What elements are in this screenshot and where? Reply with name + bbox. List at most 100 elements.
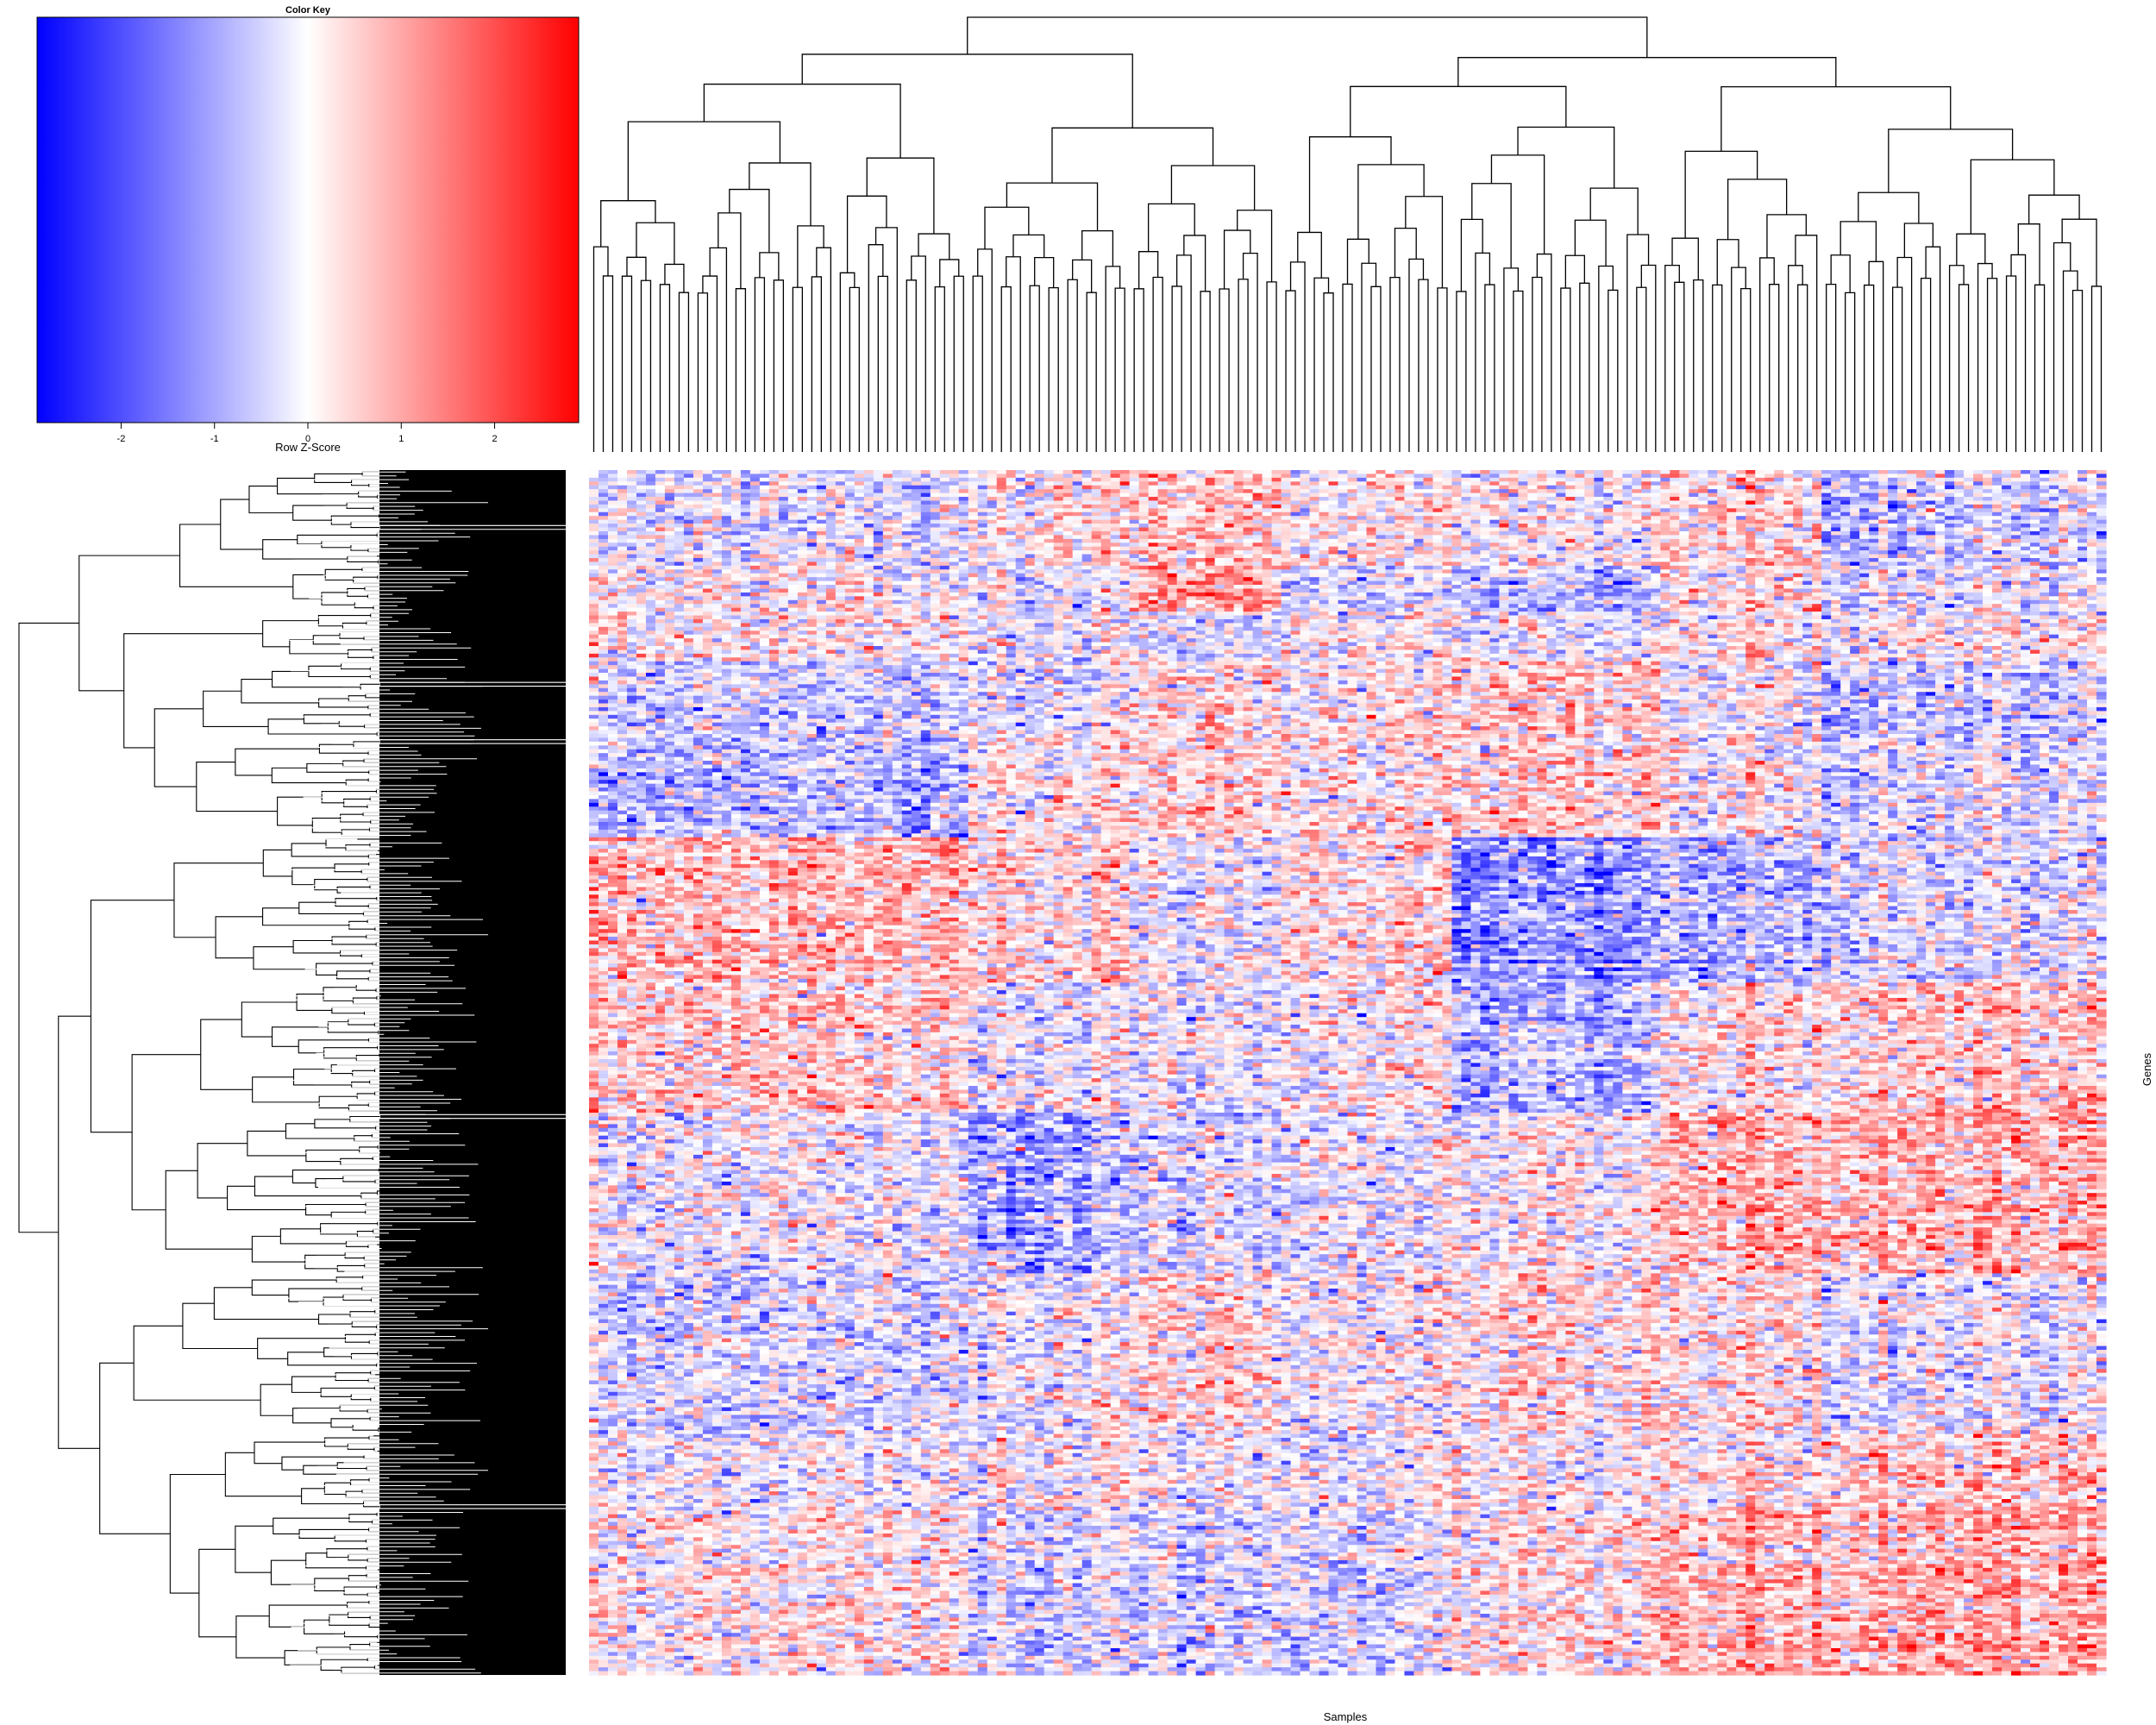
heatmap-cell bbox=[1935, 527, 1946, 532]
heatmap-cell bbox=[1442, 477, 1453, 482]
heatmap-cell bbox=[1224, 524, 1235, 529]
heatmap-cell bbox=[1727, 500, 1737, 505]
heatmap-cell bbox=[996, 489, 1007, 494]
heatmap-cell bbox=[1850, 470, 1860, 475]
heatmap-cell bbox=[1176, 565, 1188, 570]
heatmap-cell bbox=[920, 485, 931, 490]
heatmap-cell bbox=[1584, 519, 1595, 524]
heatmap-cell bbox=[2002, 561, 2012, 567]
heatmap-cell bbox=[1271, 477, 1282, 482]
heatmap-cell bbox=[1442, 470, 1453, 475]
row-dendrogram-branch bbox=[227, 1185, 306, 1211]
heatmap-cell bbox=[1689, 543, 1699, 548]
heatmap-cell bbox=[1821, 565, 1832, 570]
heatmap-cell bbox=[1357, 561, 1368, 567]
heatmap-cell bbox=[1129, 500, 1140, 505]
heatmap-cell bbox=[1062, 554, 1074, 559]
heatmap-cell bbox=[768, 538, 780, 543]
column-dendrogram-branch bbox=[1925, 246, 1941, 452]
heatmap-cell bbox=[1366, 470, 1377, 475]
heatmap-cell bbox=[1243, 524, 1254, 529]
heatmap-cell bbox=[1546, 516, 1557, 521]
heatmap-cell bbox=[2040, 497, 2050, 502]
heatmap-cell bbox=[835, 561, 846, 567]
heatmap-cell bbox=[721, 492, 732, 498]
heatmap-cell bbox=[1404, 554, 1415, 559]
heatmap-cell bbox=[787, 561, 799, 567]
heatmap-cell bbox=[854, 535, 865, 540]
heatmap-cell bbox=[1328, 519, 1339, 524]
heatmap-cell bbox=[2059, 546, 2069, 551]
heatmap-cell bbox=[768, 474, 780, 479]
heatmap-cell bbox=[693, 508, 704, 513]
heatmap-cell bbox=[806, 477, 818, 482]
heatmap-cell bbox=[740, 546, 751, 551]
heatmap-cell bbox=[1489, 519, 1500, 524]
heatmap-cell bbox=[1727, 511, 1737, 517]
heatmap-cell bbox=[1062, 511, 1074, 517]
heatmap-cell bbox=[901, 543, 912, 548]
heatmap-cell bbox=[1831, 546, 1841, 551]
heatmap-cell bbox=[1783, 474, 1794, 479]
heatmap-cell bbox=[1499, 558, 1509, 563]
heatmap-cell bbox=[1233, 519, 1244, 524]
heatmap-cell bbox=[645, 470, 656, 475]
heatmap-cell bbox=[607, 485, 618, 490]
heatmap-cell bbox=[1376, 504, 1387, 509]
heatmap-cell bbox=[1670, 485, 1680, 490]
column-dendrogram-branch bbox=[1788, 265, 1803, 452]
heatmap-cell bbox=[1897, 485, 1908, 490]
heatmap-cell bbox=[1489, 474, 1500, 479]
heatmap-cell bbox=[626, 485, 637, 490]
heatmap-cell bbox=[977, 550, 988, 555]
heatmap-cell bbox=[1698, 492, 1708, 498]
heatmap-cell bbox=[1527, 474, 1538, 479]
heatmap-cell bbox=[589, 508, 599, 513]
heatmap-cell bbox=[1660, 527, 1670, 532]
column-dendrogram-branch bbox=[759, 252, 780, 280]
heatmap-cell bbox=[1489, 554, 1500, 559]
heatmap-cell bbox=[2068, 565, 2078, 570]
heatmap-cell bbox=[920, 519, 931, 524]
heatmap-cell bbox=[1470, 485, 1482, 490]
heatmap-cell bbox=[702, 489, 713, 494]
heatmap-cell bbox=[1812, 504, 1822, 509]
heatmap-cell bbox=[2011, 527, 2021, 532]
heatmap-cell bbox=[1793, 508, 1803, 513]
heatmap-cell bbox=[901, 565, 912, 570]
heatmap-cell bbox=[1148, 481, 1159, 486]
heatmap-cell bbox=[825, 492, 837, 498]
heatmap-cell bbox=[1044, 519, 1055, 524]
heatmap-cell bbox=[1262, 470, 1273, 475]
heatmap-cell bbox=[1072, 527, 1083, 532]
heatmap-cell bbox=[1224, 535, 1235, 540]
heatmap-cell bbox=[693, 516, 704, 521]
heatmap-cell bbox=[1328, 543, 1339, 548]
heatmap-cell bbox=[1727, 550, 1737, 555]
heatmap-cell bbox=[2049, 524, 2059, 529]
heatmap-cell bbox=[1262, 508, 1273, 513]
heatmap-cell bbox=[1983, 492, 1993, 498]
heatmap-cell bbox=[1565, 477, 1576, 482]
heatmap-cell bbox=[1527, 550, 1538, 555]
heatmap-cell bbox=[1603, 535, 1614, 540]
heatmap-cell bbox=[1442, 474, 1453, 479]
heatmap-cell bbox=[1062, 481, 1074, 486]
heatmap-cell bbox=[1651, 538, 1661, 543]
row-dendrogram-branch bbox=[203, 690, 269, 727]
heatmap-cell bbox=[1489, 516, 1500, 521]
heatmap-cell bbox=[930, 524, 941, 529]
heatmap-cell bbox=[711, 561, 723, 567]
heatmap-cell bbox=[1451, 477, 1463, 482]
heatmap-cell bbox=[892, 500, 903, 505]
heatmap-cell bbox=[1907, 554, 1917, 559]
heatmap-cell bbox=[1224, 474, 1235, 479]
heatmap-cell bbox=[1745, 527, 1756, 532]
heatmap-cell bbox=[1821, 489, 1832, 494]
row-dendrogram-branch bbox=[198, 1548, 236, 1638]
heatmap-cell bbox=[1802, 477, 1813, 482]
heatmap-cell bbox=[2068, 477, 2078, 482]
heatmap-cell bbox=[1613, 535, 1623, 540]
heatmap-cell bbox=[1167, 561, 1178, 567]
heatmap-cell bbox=[1489, 565, 1500, 570]
